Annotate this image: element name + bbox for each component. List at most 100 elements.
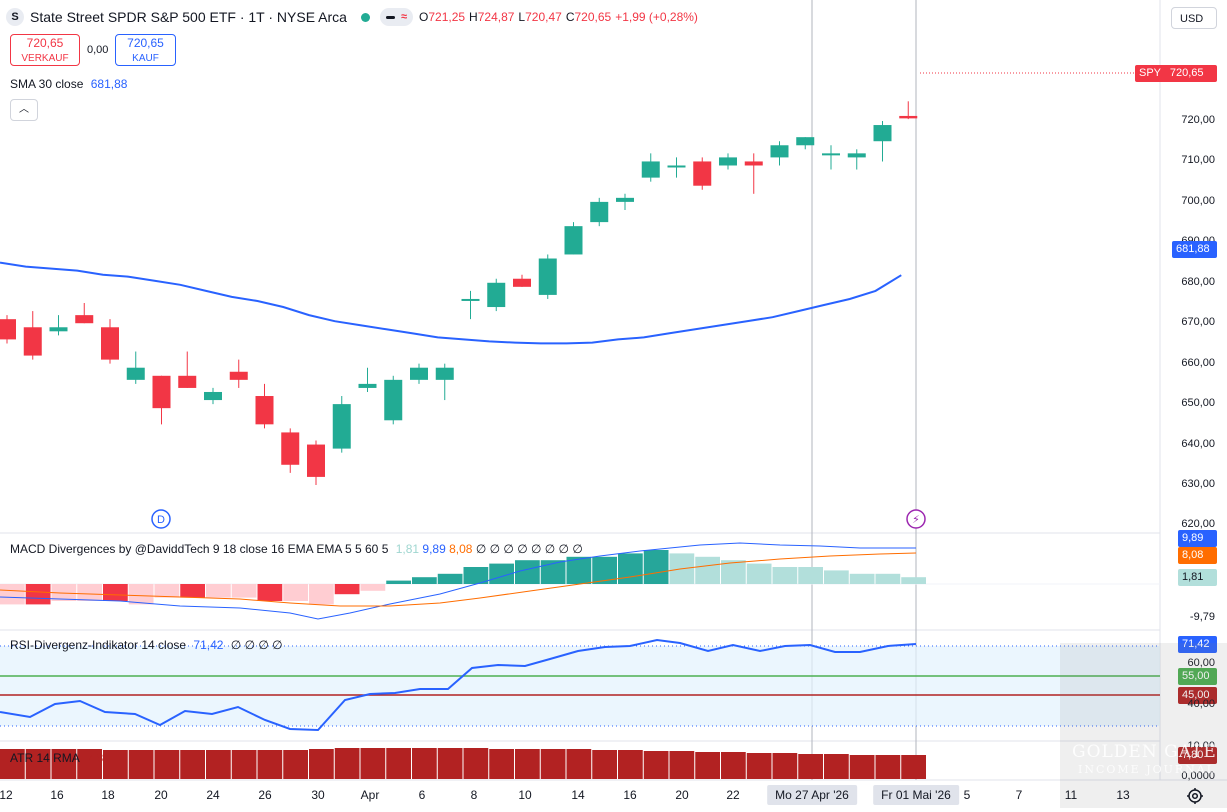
atr-bar: [231, 750, 257, 779]
sma-legend-label: SMA 30 close: [10, 77, 84, 91]
atr-bar: [772, 753, 798, 779]
rsi-line: [0, 638, 917, 732]
macd-hist-bar: [695, 556, 720, 584]
candle-body[interactable]: [101, 327, 119, 360]
time-axis-label: 26: [258, 788, 272, 802]
candle-body[interactable]: [487, 282, 506, 308]
candle-body[interactable]: [255, 396, 274, 425]
candle-body[interactable]: [49, 327, 68, 332]
macd-hist-bar: [360, 584, 386, 591]
candle-body[interactable]: [178, 375, 197, 388]
collapse-legend-button[interactable]: ︿: [10, 99, 38, 121]
atr-axis-zero: 0,0000: [1181, 770, 1215, 782]
atr-bar: [386, 748, 411, 779]
candle-body[interactable]: [358, 383, 377, 388]
candle-body[interactable]: [667, 165, 686, 168]
atr-bar: [489, 749, 514, 779]
dividend-marker-icon[interactable]: [151, 509, 171, 529]
atr-legend[interactable]: ATR 14 RMA 7,80: [10, 751, 110, 765]
atr-legend-label: ATR 14 RMA: [10, 751, 80, 765]
ohlc-high: 724,87: [477, 10, 515, 24]
candle-body[interactable]: [23, 327, 42, 356]
macd-axis-tag-macd: 9,89: [1178, 530, 1217, 547]
macd-hist-bar: [463, 567, 489, 584]
candle-body[interactable]: [126, 367, 145, 380]
candle-body[interactable]: [744, 161, 763, 166]
macd-hist-bar: [77, 584, 102, 601]
rsi-axis-45: 45,00: [1178, 687, 1217, 704]
currency-selector[interactable]: USD: [1171, 7, 1217, 29]
macd-hist-bar: [0, 584, 25, 605]
buy-button[interactable]: 720,65 KAUF: [115, 34, 176, 66]
settings-gear-icon[interactable]: [1186, 787, 1204, 805]
last-price-value: 720,65: [1169, 67, 1204, 79]
candle-body[interactable]: [332, 404, 351, 449]
candle-body[interactable]: [538, 258, 557, 295]
candle-body[interactable]: [873, 125, 892, 142]
last-price-tag: SPY 720,65: [1135, 65, 1217, 82]
atr-bar: [721, 752, 746, 779]
candle-body[interactable]: [616, 197, 634, 202]
candle-body[interactable]: [384, 379, 403, 421]
macd-hist-bar: [643, 550, 669, 584]
price-axis-label: 630,00: [1181, 478, 1215, 490]
candle-body[interactable]: [770, 145, 789, 158]
candle-body[interactable]: [0, 319, 16, 340]
atr-bar: [412, 748, 437, 779]
rsi-legend-extra: ∅ ∅ ∅ ∅: [230, 638, 283, 652]
ohlc-open: 721,25: [428, 10, 466, 24]
atr-bar: [566, 749, 592, 779]
macd-hist-bar: [154, 584, 180, 598]
macd-legend-hist: 1,81: [395, 542, 420, 556]
watermark-title: GOLDEN GATE: [1072, 742, 1217, 762]
candle-body[interactable]: [822, 153, 840, 156]
candle-body[interactable]: [796, 137, 815, 146]
candle-body[interactable]: [847, 153, 866, 158]
candle-body[interactable]: [307, 444, 325, 477]
atr-bar: [901, 755, 926, 779]
atr-bar: [309, 749, 334, 779]
candle-body[interactable]: [899, 115, 918, 119]
chart-mode-pill[interactable]: ≈: [379, 8, 413, 26]
candle-body[interactable]: [590, 201, 609, 223]
candle-body[interactable]: [693, 161, 712, 186]
symbol-logo-icon: S: [6, 8, 24, 26]
candle-body[interactable]: [410, 367, 428, 380]
atr-bar: [618, 750, 643, 779]
time-axis-label: 8: [470, 788, 478, 802]
candle-body[interactable]: [435, 367, 454, 380]
candle-body[interactable]: [281, 432, 300, 465]
macd-hist-bar: [798, 567, 823, 584]
candle-body[interactable]: [152, 375, 171, 409]
macd-hist-bar: [566, 556, 592, 584]
candle-body[interactable]: [204, 391, 222, 401]
candle-body[interactable]: [75, 315, 94, 324]
macd-axis-tag-hist: 1,81: [1178, 569, 1217, 586]
time-axis-label: 20: [675, 788, 689, 802]
earnings-marker-icon[interactable]: [906, 509, 926, 529]
candle-body[interactable]: [229, 371, 248, 380]
candle-body[interactable]: [641, 161, 660, 178]
sell-button[interactable]: 720,65 VERKAUF: [10, 34, 80, 66]
price-axis-label: 640,00: [1181, 437, 1215, 450]
sma-legend[interactable]: SMA 30 close 681,88: [10, 77, 127, 91]
symbol-title[interactable]: State Street SPDR S&P 500 ETF · 1T · NYS…: [30, 9, 347, 25]
candle-body[interactable]: [513, 278, 531, 287]
earnings-marker-label: ⚡: [912, 513, 920, 526]
macd-hist-bar: [618, 553, 643, 584]
price-axis-label: 680,00: [1181, 275, 1215, 288]
macd-hist-bar: [746, 563, 772, 584]
atr-bar: [180, 750, 205, 779]
candle-body[interactable]: [719, 157, 737, 166]
macd-hist-bar: [334, 584, 360, 595]
candle-body[interactable]: [564, 226, 583, 255]
macd-legend[interactable]: MACD Divergences by @DaviddTech 9 18 clo…: [10, 542, 583, 556]
atr-axis-tag: 7,80: [1178, 747, 1217, 764]
approx-icon: ≈: [400, 11, 407, 23]
macd-hist-bar: [309, 584, 334, 605]
candle-body[interactable]: [461, 298, 480, 301]
rsi-legend[interactable]: RSI-Divergenz-Indikator 14 close 71,42 ∅…: [10, 638, 283, 652]
ohlc-change: +1,99 (+0,28%): [615, 10, 698, 24]
atr-bar: [849, 755, 875, 779]
macd-hist-bar: [875, 573, 901, 584]
